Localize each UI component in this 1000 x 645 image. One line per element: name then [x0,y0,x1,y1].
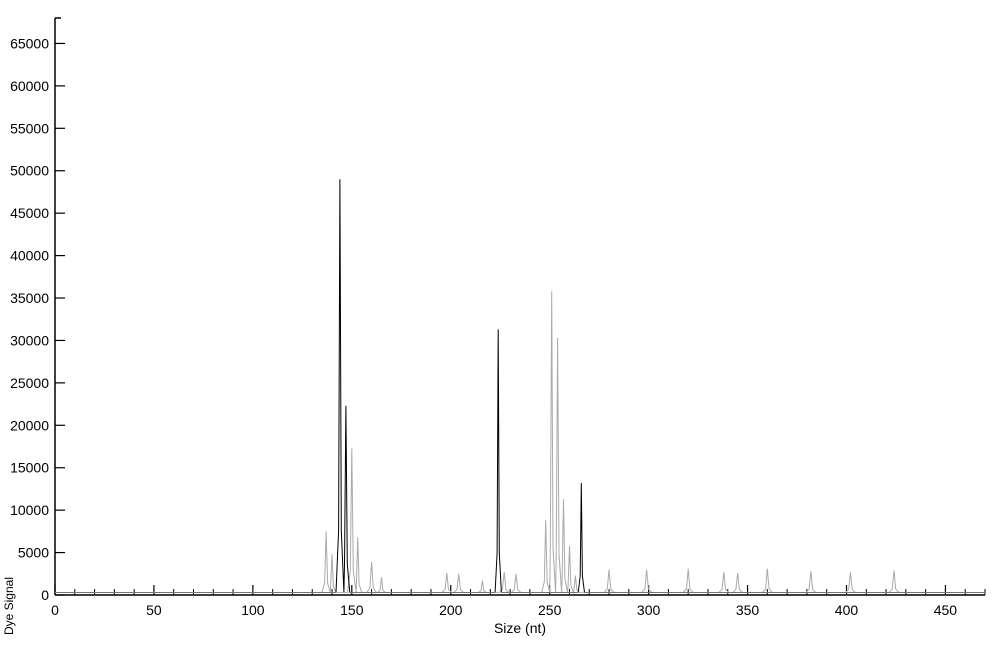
svg-text:30000: 30000 [10,332,49,348]
svg-text:0: 0 [51,602,59,618]
svg-text:55000: 55000 [10,120,49,136]
svg-text:150: 150 [340,602,364,618]
svg-text:100: 100 [241,602,265,618]
svg-text:350: 350 [736,602,760,618]
svg-text:5000: 5000 [18,545,49,561]
svg-text:50000: 50000 [10,163,49,179]
svg-text:250: 250 [538,602,562,618]
svg-text:25000: 25000 [10,375,49,391]
electropherogram-chart: 0 50 100 150 200 250 300 350 400 450 Size (nt) 0 500… [0,0,1000,645]
svg-text:50: 50 [146,602,162,618]
svg-text:300: 300 [637,602,661,618]
series-light-trace [55,291,985,592]
svg-text:10000: 10000 [10,502,49,518]
svg-text:35000: 35000 [10,290,49,306]
svg-text:400: 400 [835,602,859,618]
svg-text:0: 0 [41,587,49,603]
series-dark-trace [55,179,985,592]
svg-text:65000: 65000 [10,35,49,51]
svg-text:450: 450 [934,602,958,618]
y-axis-label: Dye Signal [2,577,16,635]
svg-text:20000: 20000 [10,417,49,433]
svg-text:45000: 45000 [10,205,49,221]
chart-svg: 0 50 100 150 200 250 300 350 400 450 Size (nt) 0 500… [0,0,1000,645]
svg-text:200: 200 [439,602,463,618]
svg-text:15000: 15000 [10,460,49,476]
svg-text:40000: 40000 [10,248,49,264]
svg-text:Size (nt): Size (nt) [494,620,546,636]
svg-text:60000: 60000 [10,78,49,94]
